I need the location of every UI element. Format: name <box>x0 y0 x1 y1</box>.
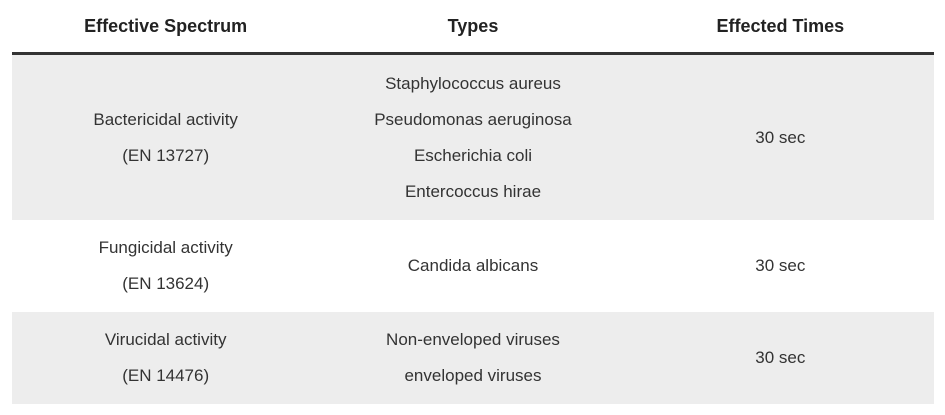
header-types: Types <box>447 15 499 36</box>
table-header: Effective Spectrum Types Effected Times <box>12 0 934 55</box>
effected-time: 30 sec <box>755 256 806 275</box>
spectrum-standard: (EN 14476) <box>122 366 210 385</box>
type-item: Entercoccus hirae <box>404 181 542 201</box>
table-row: Fungicidal activity (EN 13624) Candida a… <box>12 220 934 312</box>
type-item: Pseudomonas aeruginosa <box>374 109 572 129</box>
time-cell: 30 sec <box>627 220 934 312</box>
types-cell: Candida albicans <box>319 220 626 312</box>
spectrum-standard: (EN 13624) <box>122 274 210 293</box>
spectrum-name: Virucidal activity <box>104 330 227 349</box>
time-cell: 30 sec <box>627 312 934 404</box>
time-cell: 30 sec <box>627 55 934 220</box>
type-item: Staphylococcus aureus <box>385 73 561 93</box>
header-effective-spectrum: Effective Spectrum <box>84 15 248 36</box>
spectrum-name: Fungicidal activity <box>98 238 233 257</box>
table-row: Virucidal activity (EN 14476) Non-envelo… <box>12 312 934 404</box>
effected-time: 30 sec <box>755 348 806 367</box>
spectrum-table: Effective Spectrum Types Effected Times … <box>12 0 934 404</box>
type-item: Escherichia coli <box>413 145 533 165</box>
header-effected-times: Effected Times <box>716 15 845 36</box>
type-item: Non-enveloped viruses <box>386 330 560 349</box>
spectrum-cell: Fungicidal activity (EN 13624) <box>12 220 319 312</box>
effected-time: 30 sec <box>755 127 806 147</box>
spectrum-cell: Bactericidal activity (EN 13727) <box>12 55 319 220</box>
types-cell: Non-enveloped viruses enveloped viruses <box>319 312 626 404</box>
type-item: Candida albicans <box>407 256 539 275</box>
spectrum-cell: Virucidal activity (EN 14476) <box>12 312 319 404</box>
spectrum-name: Bactericidal activity <box>93 109 238 129</box>
table-row: Bactericidal activity (EN 13727) Staphyl… <box>12 55 934 220</box>
type-item: enveloped viruses <box>404 366 542 385</box>
types-cell: Staphylococcus aureus Pseudomonas aerugi… <box>319 55 626 220</box>
spectrum-standard: (EN 13727) <box>122 145 210 165</box>
